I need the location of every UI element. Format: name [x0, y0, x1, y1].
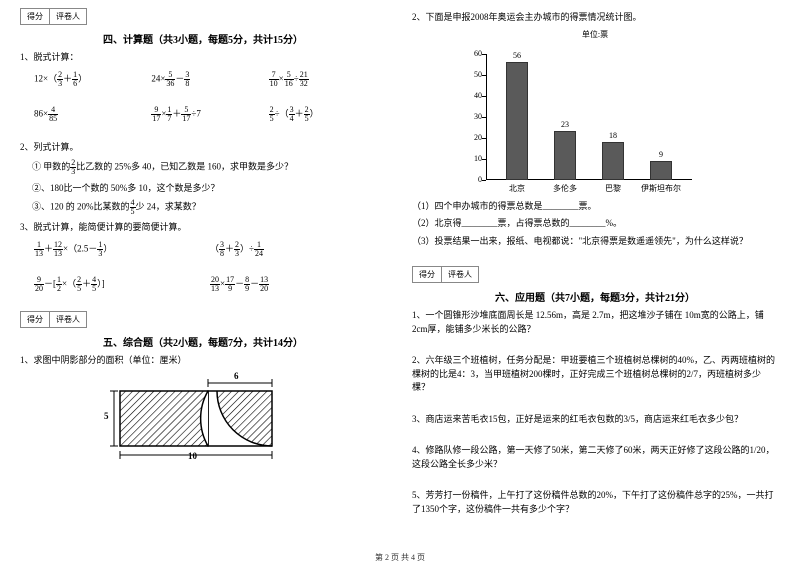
r-q2: 2、下面是申报2008年奥运会主办城市的得票情况统计图。 [412, 11, 778, 25]
grader-label: 评卷人 [442, 267, 478, 282]
grader-label: 评卷人 [50, 312, 86, 327]
score-box-5: 得分 评卷人 [20, 311, 87, 328]
left-column: 得分 评卷人 四、计算题（共3小题，每题5分，共计15分） 1、脱式计算： 12… [20, 8, 386, 534]
score-label: 得分 [413, 267, 442, 282]
dim-6: 6 [234, 371, 239, 381]
q2c: ③、120 的 20%比某数的45少 24，求某数？ [32, 199, 386, 216]
y-tick-label: 10 [454, 154, 482, 163]
q5-1: 1、求图中阴影部分的面积（单位：厘米） [20, 354, 386, 368]
y-tick-label: 60 [454, 49, 482, 58]
q3-label: 3、脱式计算，能简便计算的要简便计算。 [20, 221, 386, 235]
y-tick-label: 50 [454, 70, 482, 79]
bar [650, 161, 672, 180]
expr-4a: 920－[12×（25＋45）] [34, 276, 210, 293]
section6-title: 六、应用题（共7小题，每题3分，共计21分） [412, 289, 778, 304]
score-box: 得分 评卷人 [20, 8, 87, 25]
score-label: 得分 [21, 312, 50, 327]
expr-2c: 25÷（34＋25） [269, 106, 386, 123]
q3-row1: 113＋1213×（2.5－13） （38＋23）÷124 [34, 241, 386, 258]
page-footer: 第 2 页 共 4 页 [0, 552, 800, 563]
x-tick-label: 多伦多 [541, 183, 589, 194]
expr-4b: 2013×179－89－1320 [210, 276, 386, 293]
q1-row2: 86×485 917×17＋517÷7 25÷（34＋25） [34, 106, 386, 123]
bar [506, 62, 528, 180]
q1-row1: 12×（23＋16） 24×536－38 710×516÷2132 [34, 71, 386, 88]
expr-2a: 86×485 [34, 106, 151, 123]
app-q2: 2、六年级三个班植树，任务分配是：甲班要植三个班植树总棵树的40%，乙、丙两班植… [412, 354, 778, 395]
app-q1: 1、一个圆锥形沙堆底面周长是 12.56m，高是 2.7m，把这堆沙子铺在 10… [412, 309, 778, 336]
bar [554, 131, 576, 179]
expr-3a: 113＋1213×（2.5－13） [34, 241, 210, 258]
q3-row2: 920－[12×（25＋45）] 2013×179－89－1320 [34, 276, 386, 293]
app-q3: 3、商店运来苦毛衣15包，正好是运来的红毛衣包数的3/5，商店运来红毛衣多少包？ [412, 413, 778, 427]
score-box-6: 得分 评卷人 [412, 266, 479, 283]
bar [602, 142, 624, 180]
y-tick-label: 30 [454, 112, 482, 121]
bar-value: 18 [598, 131, 628, 140]
q1-label: 1、脱式计算： [20, 51, 386, 65]
bar-value: 23 [550, 120, 580, 129]
geometry-figure: 6 5 10 [110, 371, 290, 463]
x-tick-label: 伊斯坦布尔 [637, 183, 685, 194]
app-q5: 5、芳芳打一份稿件，上午打了这份稿件总数的20%，下午打了这份稿件总字的25%，… [412, 489, 778, 516]
y-tick-label: 20 [454, 133, 482, 142]
dim-5: 5 [104, 411, 109, 421]
bar-value: 56 [502, 51, 532, 60]
grader-label: 评卷人 [50, 9, 86, 24]
section4-title: 四、计算题（共3小题，每题5分，共计15分） [20, 31, 386, 46]
section5-title: 五、综合题（共2小题，每题7分，共计14分） [20, 334, 386, 349]
expr-1c: 710×516÷2132 [269, 71, 386, 88]
x-tick-label: 北京 [493, 183, 541, 194]
y-tick-label: 40 [454, 91, 482, 100]
expr-1a: 12×（23＋16） [34, 71, 151, 88]
bar-chart: 010203040506056北京23多伦多18巴黎9伊斯坦布尔 [462, 46, 702, 196]
app-q4: 4、修路队修一段公路，第一天修了50米，第二天修了60米，两天正好修了这段公路的… [412, 444, 778, 471]
expr-3b: （38＋23）÷124 [210, 241, 386, 258]
expr-1b: 24×536－38 [151, 71, 268, 88]
bar-value: 9 [646, 150, 676, 159]
r-sub3: （3）投票结果一出来，报纸、电视都说："北京得票是数遥遥领先"，为什么这样说？ [412, 235, 778, 249]
q2a: ① 甲数的23比乙数的 25%多 40，已知乙数是 160，求甲数是多少？ [32, 159, 386, 176]
q2-label: 2、列式计算。 [20, 141, 386, 155]
score-label: 得分 [21, 9, 50, 24]
r-sub1: （1）四个申办城市的得票总数是________票。 [412, 200, 778, 214]
q2b: ②、180比一个数的 50%多 10，这个数是多少？ [32, 181, 386, 194]
r-sub2: （2）北京得________票，占得票总数的________%。 [412, 217, 778, 231]
x-tick-label: 巴黎 [589, 183, 637, 194]
dim-10: 10 [188, 451, 197, 461]
y-tick-label: 0 [454, 175, 482, 184]
chart-unit: 单位:票 [412, 29, 778, 40]
expr-2b: 917×17＋517÷7 [151, 106, 268, 123]
right-column: 2、下面是申报2008年奥运会主办城市的得票情况统计图。 单位:票 0 10 20 3… [412, 8, 778, 534]
